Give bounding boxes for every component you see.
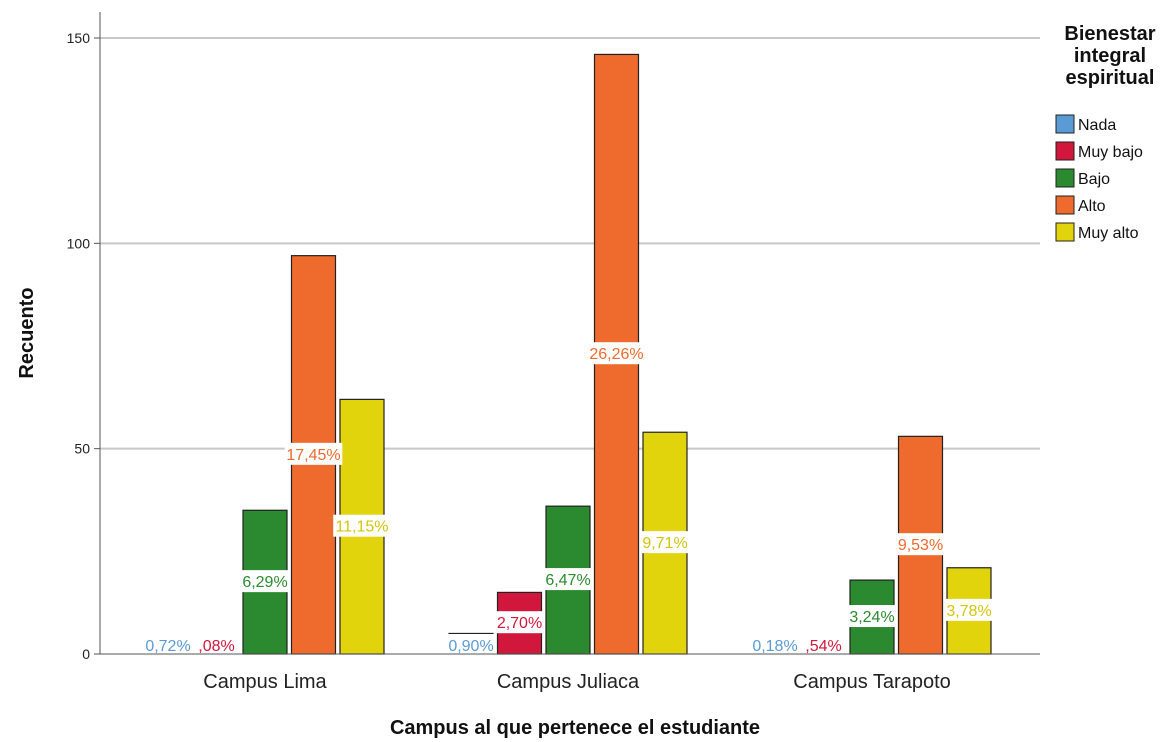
data-label-text: 6,47% <box>545 572 590 589</box>
data-label-text: 3,24% <box>849 609 894 626</box>
legend-label: Alto <box>1078 198 1106 215</box>
legend-swatch <box>1055 141 1075 161</box>
data-label-text: ,08% <box>198 638 234 655</box>
y-tick-label: 100 <box>67 235 91 251</box>
data-label-text: 11,15% <box>335 519 388 536</box>
data-label-background <box>446 634 496 656</box>
data-label: 26,26% <box>587 342 646 365</box>
data-label-background <box>333 514 391 537</box>
data-label: 9,71% <box>640 531 690 554</box>
legend-title: integral <box>1074 45 1146 67</box>
data-label-background <box>587 342 646 365</box>
legend-label: Muy bajo <box>1078 144 1143 161</box>
data-label-background <box>847 605 897 628</box>
data-label-background <box>640 531 690 554</box>
data-label: 11,15% <box>333 514 391 537</box>
data-labels: 0,72% ,08% 6,29% 17,45% 11,15% 0,90%2,70% 6,47… <box>143 342 994 656</box>
legend-swatch <box>1055 114 1075 134</box>
x-tick-label: Campus Juliaca <box>497 671 640 693</box>
data-label-text: 0,72% <box>145 638 190 655</box>
legend-label: Nada <box>1078 117 1116 134</box>
legend-swatch <box>1055 222 1075 242</box>
legend-title: espiritual <box>1066 67 1155 89</box>
y-tick-label: 50 <box>74 441 90 457</box>
bars <box>145 53 992 655</box>
x-tick-label: Campus Tarapoto <box>793 671 951 693</box>
data-label-text: 6,29% <box>242 574 287 591</box>
legend-label: Bajo <box>1078 171 1110 188</box>
data-label: 17,45% <box>284 442 343 465</box>
data-label-background <box>750 634 800 656</box>
data-label-text: 9,53% <box>898 537 943 554</box>
data-label-background <box>284 442 343 465</box>
data-label-text: 3,78% <box>946 603 991 620</box>
data-label-text: 0,90% <box>448 638 493 655</box>
data-label: ,54% <box>803 634 844 656</box>
x-tick-label: Campus Lima <box>203 671 327 693</box>
y-tick-label: 0 <box>82 646 90 662</box>
data-label: ,08% <box>196 634 237 656</box>
data-label-background <box>143 634 193 656</box>
grid-lines <box>100 37 1040 450</box>
x-axis-title: Campus al que pertenece el estudiante <box>390 717 760 739</box>
data-label: 6,29% <box>240 570 290 593</box>
data-label-text: 0,18% <box>752 638 797 655</box>
data-label: 6,47% <box>543 568 593 591</box>
y-tick-label: 150 <box>67 30 91 46</box>
data-label-text: 9,71% <box>642 535 687 552</box>
legend-swatch <box>1055 168 1075 188</box>
legend-label: Muy alto <box>1078 225 1139 242</box>
data-label-text: 2,70% <box>497 615 542 632</box>
y-axis-title: Recuento <box>16 287 38 378</box>
data-label: 0,90% <box>446 634 496 656</box>
data-label: 9,53% <box>896 533 945 556</box>
legend-swatch <box>1055 195 1075 215</box>
data-label-text: 17,45% <box>286 447 340 464</box>
data-label: 0,72% <box>143 634 193 656</box>
data-label: 3,78% <box>944 598 994 621</box>
data-label-background <box>896 533 945 556</box>
data-label: 0,18% <box>750 634 800 656</box>
data-label-background <box>803 634 844 656</box>
axes: 0 50 100 150 Campus Lima Campus Juliaca Campus… <box>67 12 1040 693</box>
data-label: 2,70% <box>495 611 544 634</box>
data-label-background <box>196 634 237 656</box>
data-label-background <box>543 568 593 591</box>
legend-title: Bienestar <box>1064 23 1155 45</box>
data-label-background <box>944 598 994 621</box>
data-label-text: ,54% <box>805 638 841 655</box>
data-label-text: 26,26% <box>589 346 643 363</box>
data-label-background <box>495 611 544 634</box>
data-label-background <box>240 570 290 593</box>
data-label: 3,24% <box>847 605 897 628</box>
